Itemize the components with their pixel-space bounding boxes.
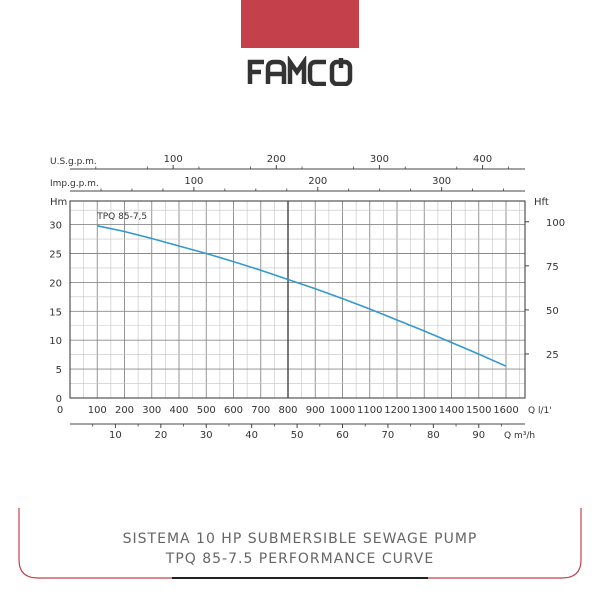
tick-hm-5: 5 <box>56 365 62 376</box>
axis-label-hm: Hm <box>50 197 67 208</box>
tick-hm-0: 0 <box>56 394 62 405</box>
tick-m3h-80: 80 <box>427 430 440 441</box>
tick-hm-15: 15 <box>49 307 62 318</box>
tick-m3h-40: 40 <box>245 430 258 441</box>
tick-hm-10: 10 <box>49 336 62 347</box>
tick-lpm-1400: 1400 <box>439 405 464 416</box>
tick-hm-20: 20 <box>49 278 62 289</box>
tick-lpm-500: 500 <box>197 405 216 416</box>
axis-label-hft: Hft <box>534 197 549 208</box>
tick-hft-100: 100 <box>546 218 565 229</box>
tick-lpm-700: 700 <box>251 405 270 416</box>
tick-impgpm-100: 100 <box>184 176 203 187</box>
tick-m3h-90: 90 <box>472 430 485 441</box>
axis-label-usgpm: U.S.g.p.m. <box>50 157 97 167</box>
tick-hm-25: 25 <box>49 250 62 261</box>
tick-lpm-100: 100 <box>88 405 107 416</box>
tick-hft-25: 25 <box>546 350 559 361</box>
axis-label-impgpm: Imp.g.p.m. <box>50 179 99 189</box>
tick-impgpm-300: 300 <box>432 176 451 187</box>
curve-tpq-85-7-5 <box>97 225 507 367</box>
axis-label-q-m3h: Q m³/h <box>504 431 535 441</box>
tick-m3h-50: 50 <box>291 430 304 441</box>
tick-hft-50: 50 <box>546 306 559 317</box>
tick-m3h-70: 70 <box>382 430 395 441</box>
tick-usgpm-300: 300 <box>370 154 389 165</box>
tick-lpm-900: 900 <box>306 405 325 416</box>
tick-lpm-400: 400 <box>169 405 188 416</box>
brand-band <box>241 0 359 48</box>
series-label: TPQ 85-7,5 <box>96 212 147 222</box>
tick-lpm-1500: 1500 <box>466 405 491 416</box>
tick-hm-30: 30 <box>49 221 62 232</box>
chart-axes <box>69 165 529 428</box>
tick-lpm-1200: 1200 <box>384 405 409 416</box>
tick-usgpm-400: 400 <box>473 154 492 165</box>
tick-lpm-0: 0 <box>57 405 63 416</box>
tick-usgpm-100: 100 <box>164 154 183 165</box>
tick-impgpm-200: 200 <box>308 176 327 187</box>
caption-line-2: TPQ 85-7.5 PERFORMANCE CURVE <box>165 551 435 567</box>
tick-lpm-1600: 1600 <box>493 405 518 416</box>
tick-m3h-20: 20 <box>154 430 167 441</box>
tick-m3h-30: 30 <box>200 430 213 441</box>
tick-lpm-1100: 1100 <box>357 405 382 416</box>
tick-m3h-10: 10 <box>109 430 122 441</box>
tick-lpm-1300: 1300 <box>412 405 437 416</box>
tick-lpm-1000: 1000 <box>330 405 355 416</box>
chart-grid <box>70 201 525 398</box>
caption-line-1: SISTEMA 10 HP SUBMERSIBLE SEWAGE PUMP <box>122 531 478 547</box>
tick-lpm-300: 300 <box>142 405 161 416</box>
tick-lpm-200: 200 <box>115 405 134 416</box>
caption-underline <box>172 577 428 579</box>
tick-m3h-60: 60 <box>336 430 349 441</box>
tick-usgpm-200: 200 <box>267 154 286 165</box>
tick-lpm-800: 800 <box>278 405 297 416</box>
tick-hft-75: 75 <box>546 262 559 273</box>
tick-lpm-600: 600 <box>224 405 243 416</box>
famco-logo <box>247 56 353 86</box>
axis-label-q-lpm: Q l/1' <box>528 406 552 416</box>
